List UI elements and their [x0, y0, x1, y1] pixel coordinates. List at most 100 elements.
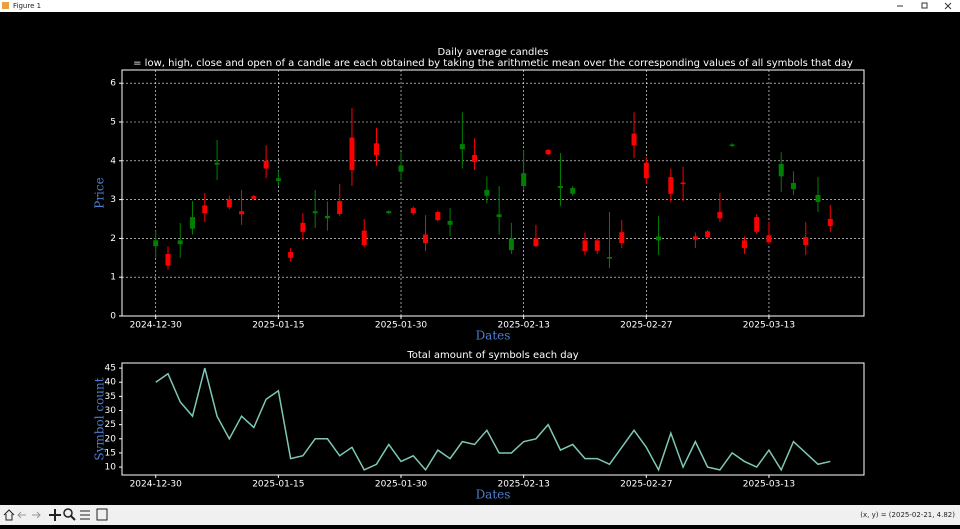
x-tick-label: 2025-02-13 — [498, 480, 550, 490]
y-tick-label: 3 — [110, 195, 116, 205]
back-button[interactable] — [17, 511, 26, 519]
y-tick-label: 40 — [105, 378, 117, 388]
home-button[interactable] — [3, 509, 15, 521]
zoom-button[interactable] — [63, 508, 73, 518]
candle-body — [410, 208, 416, 214]
candle-body — [398, 165, 404, 172]
candle-body — [190, 217, 196, 229]
candle-body — [631, 133, 637, 146]
candle-body — [741, 240, 747, 249]
candle-body — [373, 143, 379, 155]
title-bar — [0, 0, 960, 12]
axes-frame — [121, 69, 865, 317]
candle-body — [337, 201, 343, 214]
y-tick-label: 5 — [110, 117, 116, 127]
y-tick-label: 25 — [105, 420, 116, 430]
candle-body — [619, 232, 625, 244]
x-tick-label: 2025-03-13 — [743, 321, 795, 331]
candle-body — [815, 194, 821, 202]
candle-body — [472, 154, 478, 162]
candle-body — [827, 218, 833, 226]
candle-body — [324, 215, 330, 219]
x-tick-label: 2025-01-15 — [252, 321, 304, 331]
candle-body — [300, 222, 306, 232]
x-tick-label: 2025-02-27 — [620, 321, 672, 331]
x-tick-label: 2025-01-30 — [375, 321, 428, 331]
chart-subtitle: = low, high, close and open of a candle … — [133, 58, 853, 69]
x-axis-label: Dates — [476, 329, 511, 343]
candle-body — [165, 253, 171, 266]
candle-body — [521, 173, 527, 187]
y-tick-label: 10 — [105, 463, 117, 473]
candle-body — [607, 257, 613, 259]
x-axis-label: Dates — [476, 488, 511, 502]
line — [155, 367, 831, 472]
candle-body — [705, 231, 711, 238]
candle-body — [361, 230, 367, 245]
candle-body — [177, 240, 183, 245]
x-tick-label: 2024-12-30 — [130, 480, 183, 490]
candle-body — [570, 187, 576, 194]
candle-body — [717, 212, 723, 219]
close-button[interactable] — [944, 2, 952, 10]
x-tick-label: 2025-01-15 — [252, 480, 304, 490]
candle-body — [594, 240, 600, 251]
configure-button[interactable] — [80, 510, 90, 520]
candle-body — [263, 160, 269, 169]
candle-body — [533, 238, 539, 247]
x-tick-label: 2025-01-30 — [375, 480, 428, 490]
candle-body — [508, 238, 514, 251]
y-axis-label: Price — [93, 177, 107, 208]
candle-body — [545, 149, 551, 155]
chart-title: Total amount of symbols each day — [406, 350, 578, 361]
x-tick-label: 2024-12-30 — [130, 321, 183, 331]
candle-body — [790, 182, 796, 190]
candle-body — [692, 236, 698, 240]
candle-body — [288, 251, 294, 258]
candle-body — [484, 189, 490, 196]
cursor-status: (x, y) = (2025-02-21, 4.82) — [860, 511, 955, 519]
y-tick-label: 20 — [105, 434, 117, 444]
candle-body — [766, 235, 772, 243]
candle-body — [214, 162, 220, 165]
candle-body — [557, 186, 563, 188]
candle-body — [312, 211, 318, 214]
y-axis-label: Symbol count — [93, 377, 107, 460]
candle-body — [251, 196, 257, 199]
forward-button[interactable] — [32, 511, 41, 519]
candle-body — [386, 211, 392, 214]
y-tick-label: 2 — [110, 234, 116, 244]
y-tick-label: 15 — [105, 448, 116, 458]
candle-body — [423, 234, 429, 244]
candle-body — [153, 240, 159, 247]
candle-body — [239, 211, 245, 215]
save-button[interactable] — [96, 508, 108, 521]
candle-body — [729, 144, 735, 147]
x-tick-label: 2025-02-27 — [620, 480, 672, 490]
window-title: Figure 1 — [13, 2, 41, 10]
candle-body — [680, 182, 686, 185]
y-tick-label: 30 — [105, 406, 117, 416]
candle-body — [226, 199, 232, 208]
candle-body — [778, 163, 784, 177]
y-tick-label: 6 — [110, 79, 116, 89]
x-tick-label: 2025-02-13 — [498, 321, 550, 331]
candle-body — [582, 240, 588, 252]
pan-button[interactable] — [49, 509, 61, 521]
candle-body — [275, 178, 281, 181]
candle-body — [447, 220, 453, 225]
maximize-button[interactable] — [921, 2, 928, 9]
toolbar — [0, 505, 960, 525]
candle-body — [459, 144, 465, 150]
candle-body — [435, 212, 441, 221]
y-tick-label: 1 — [110, 273, 116, 283]
x-tick-label: 2025-03-13 — [743, 480, 795, 490]
y-tick-label: 35 — [105, 392, 116, 402]
candle-body — [668, 177, 674, 194]
candle-body — [349, 137, 355, 171]
zoom-handle — [70, 515, 76, 521]
y-tick-label: 45 — [105, 364, 116, 374]
candle-body — [803, 237, 809, 245]
